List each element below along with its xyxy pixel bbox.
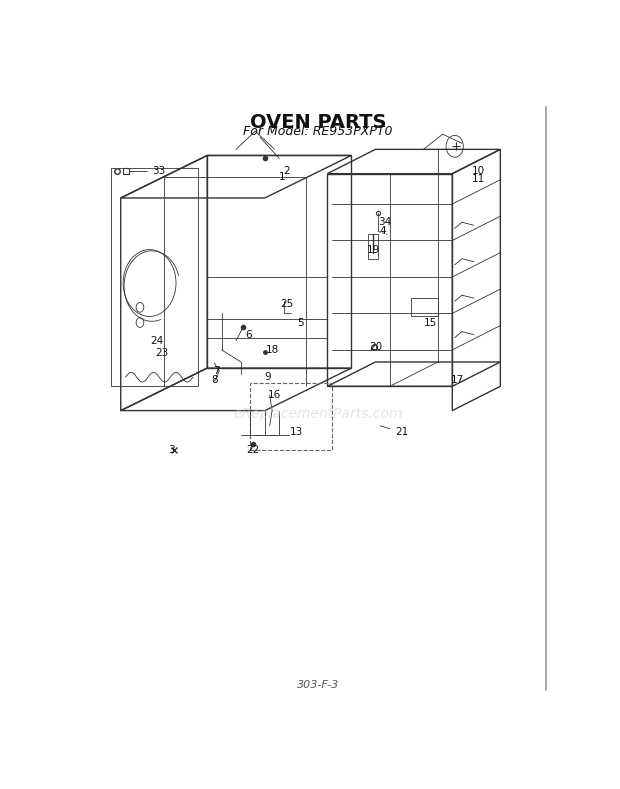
Text: 6: 6: [245, 330, 251, 339]
Text: 15: 15: [424, 317, 437, 327]
Text: 3: 3: [168, 445, 174, 455]
Bar: [368, 234, 378, 259]
Text: 11: 11: [472, 174, 485, 184]
Text: 16: 16: [268, 391, 281, 400]
Text: 4: 4: [379, 226, 386, 237]
Text: 7: 7: [213, 366, 220, 376]
Text: 13: 13: [290, 427, 303, 437]
Text: eReplacementParts.com: eReplacementParts.com: [233, 406, 402, 421]
Text: 1: 1: [278, 172, 285, 181]
Text: 18: 18: [265, 345, 279, 355]
Text: 21: 21: [395, 427, 409, 437]
Bar: [111, 167, 198, 387]
Text: 17: 17: [451, 376, 464, 385]
Text: 34: 34: [378, 217, 392, 227]
Text: 19: 19: [366, 245, 379, 255]
Text: 23: 23: [155, 348, 168, 358]
Text: 20: 20: [369, 342, 382, 352]
Text: 2: 2: [283, 166, 290, 176]
Bar: [250, 383, 332, 450]
Text: 8: 8: [211, 376, 218, 385]
Text: OVEN PARTS: OVEN PARTS: [249, 113, 386, 132]
Text: 10: 10: [472, 166, 485, 176]
Text: 24: 24: [150, 336, 164, 346]
Text: 9: 9: [264, 372, 270, 382]
Text: 5: 5: [298, 317, 304, 327]
Text: 33: 33: [153, 166, 166, 176]
Text: 22: 22: [246, 445, 260, 455]
Text: 303-F-3: 303-F-3: [296, 680, 339, 690]
Bar: [412, 298, 438, 316]
Text: For Model: RE953PXPT0: For Model: RE953PXPT0: [243, 125, 392, 137]
Text: 25: 25: [280, 299, 293, 309]
